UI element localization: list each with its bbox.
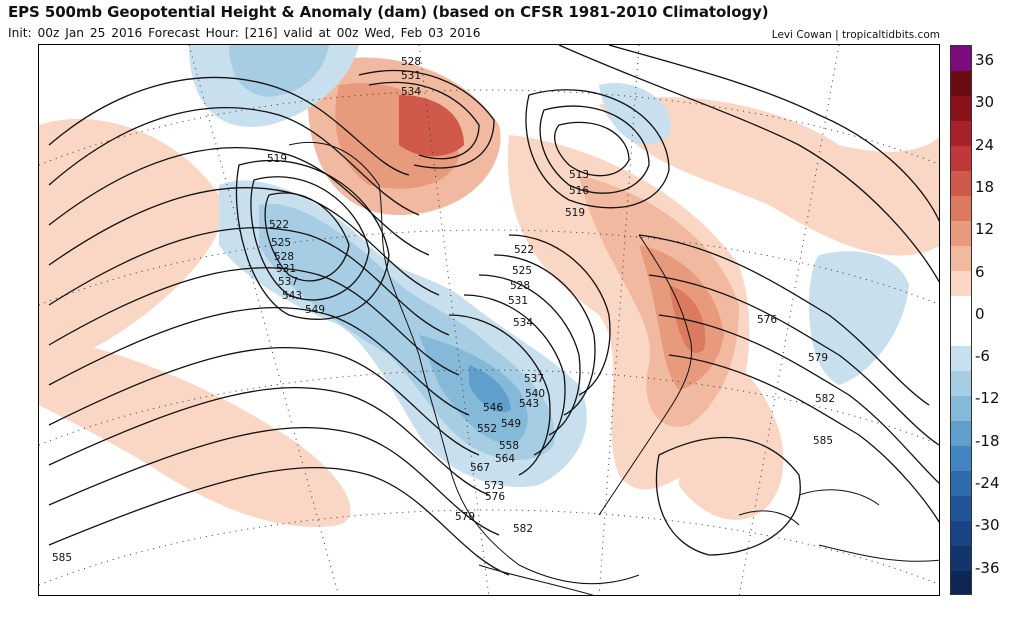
contour-label: 519	[267, 153, 287, 165]
contour-label: 531	[401, 70, 421, 82]
contour-label: 534	[401, 86, 421, 98]
contour-label: 573	[484, 480, 504, 492]
contour-labels: 528 531 534 519 513 516 519 522 525 528 …	[52, 56, 835, 564]
colorbar-tick-label: 24	[975, 135, 995, 154]
graticule	[39, 45, 939, 595]
contour-label: 585	[52, 552, 72, 564]
contour-label: 576	[757, 314, 777, 326]
contour-label: 537	[278, 276, 298, 288]
colorbar-tick-label: -24	[975, 474, 1000, 492]
colorbar-tick-label: 18	[975, 177, 995, 196]
chart-subtitle: Init: 00z Jan 25 2016 Forecast Hour: [21…	[8, 26, 481, 40]
contour-label: 525	[512, 265, 532, 277]
colorbar-tick-label: 6	[975, 262, 985, 281]
colorbar-tick-label: -30	[975, 516, 1000, 535]
contour-label: 519	[565, 207, 585, 219]
height-contours	[48, 45, 939, 576]
colorbar-segment	[951, 271, 971, 297]
colorbar-segment	[951, 521, 971, 547]
contour-label: 579	[808, 352, 828, 364]
contour-label: 576	[485, 491, 505, 503]
contour-label: 558	[499, 440, 519, 452]
colorbar-segment	[951, 346, 971, 372]
colorbar-segment	[951, 396, 971, 422]
colorbar-segment	[951, 296, 971, 322]
colorbar-segment	[951, 171, 971, 197]
contour-label: 552	[477, 423, 497, 435]
chart-title: EPS 500mb Geopotential Height & Anomaly …	[8, 3, 769, 21]
colorbar-segment	[951, 571, 971, 594]
colorbar-segment	[951, 221, 971, 247]
contour-label: 546	[483, 402, 503, 414]
colorbar-tick-label: -36	[975, 558, 1000, 577]
contour-label: 528	[510, 280, 530, 292]
colorbar-segment	[951, 71, 971, 97]
map-panel: 528 531 534 519 513 516 519 522 525 528 …	[38, 44, 940, 596]
colorbar-segment	[951, 321, 971, 347]
contour-label: 528	[274, 251, 294, 263]
contour-label: 525	[271, 237, 291, 249]
contour-label: 528	[401, 56, 421, 68]
contour-label: 549	[305, 304, 325, 316]
colorbar-tick-label: -6	[975, 347, 990, 366]
colorbar-tick-label: 0	[975, 304, 985, 323]
colorbar-tick-label: -12	[975, 389, 1000, 408]
colorbar-segment	[951, 371, 971, 397]
colorbar-tick-label: 30	[975, 93, 995, 112]
colorbar-tick-label: 12	[975, 220, 995, 239]
contour-label: 513	[569, 169, 589, 181]
contour-label: 534	[513, 317, 533, 329]
contour-label: 522	[514, 244, 534, 256]
colorbar-segment	[951, 546, 971, 572]
colorbar-segment	[951, 121, 971, 147]
contour-label: 543	[282, 290, 302, 302]
contour-label: 585	[813, 435, 833, 447]
contour-label: 516	[569, 185, 589, 197]
colorbar-segment	[951, 421, 971, 447]
contour-label: 564	[495, 453, 515, 465]
colorbar-segment	[951, 471, 971, 497]
contour-label: 537	[524, 373, 544, 385]
colorbar-segment	[951, 496, 971, 522]
colorbar-segment	[951, 46, 971, 72]
colorbar-segment	[951, 96, 971, 122]
contour-label: 567	[470, 462, 490, 474]
colorbar-tick-label: 36	[975, 51, 995, 69]
height-anomaly-map: 528 531 534 519 513 516 519 522 525 528 …	[39, 45, 939, 595]
contour-label: 531	[276, 263, 296, 275]
contour-label: 543	[519, 398, 539, 410]
anomaly-colorbar	[950, 45, 972, 595]
colorbar-tick-label: -18	[975, 431, 1000, 450]
contour-label: 531	[508, 295, 528, 307]
contour-label: 582	[815, 393, 835, 405]
credit-text: Levi Cowan | tropicaltidbits.com	[771, 29, 940, 41]
coastlines	[288, 141, 939, 595]
contour-label: 579	[455, 511, 475, 523]
contour-label: 582	[513, 523, 533, 535]
colorbar-segment	[951, 246, 971, 272]
colorbar-segment	[951, 446, 971, 472]
colorbar-segment	[951, 196, 971, 222]
colorbar-segment	[951, 146, 971, 172]
contour-label: 540	[525, 388, 545, 400]
contour-label: 522	[269, 219, 289, 231]
contour-label: 549	[501, 418, 521, 430]
